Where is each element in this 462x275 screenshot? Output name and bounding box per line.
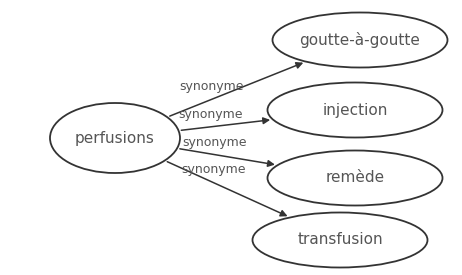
Text: synonyme: synonyme [179, 80, 243, 93]
Text: transfusion: transfusion [297, 232, 383, 248]
Text: perfusions: perfusions [75, 131, 155, 145]
Text: synonyme: synonyme [181, 163, 246, 176]
Text: synonyme: synonyme [178, 108, 243, 121]
Text: goutte-à-goutte: goutte-à-goutte [299, 32, 420, 48]
Text: synonyme: synonyme [182, 136, 247, 149]
Text: injection: injection [322, 103, 388, 117]
Text: remède: remède [325, 170, 384, 186]
